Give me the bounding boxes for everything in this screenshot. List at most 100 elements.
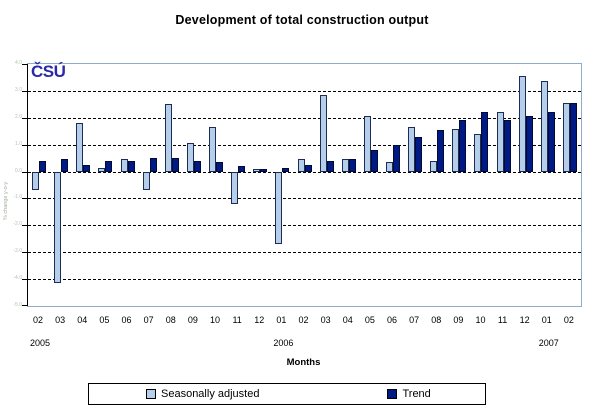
page-title: Development of total construction output xyxy=(175,13,429,27)
x-tick-label: 07 xyxy=(143,315,154,325)
plot-area: ČSÚ xyxy=(22,62,582,307)
bar-trend xyxy=(437,129,445,172)
bar-trend xyxy=(282,167,290,172)
x-tick-label: 02 xyxy=(563,315,574,325)
x-tick-label: 06 xyxy=(386,315,397,325)
y-tick-label: -4.0 xyxy=(13,275,22,282)
bar-seasonally-adjusted xyxy=(540,81,548,172)
x-tick-label: 02 xyxy=(298,315,309,325)
bar-trend xyxy=(260,168,268,172)
y-axis-tick xyxy=(22,198,27,200)
bar-trend xyxy=(238,166,246,172)
x-tick-label: 09 xyxy=(453,315,464,325)
x-tick-label: 05 xyxy=(99,315,110,325)
year-label: 2007 xyxy=(538,338,559,348)
bar-seasonally-adjusted xyxy=(474,133,482,172)
bar-trend xyxy=(547,112,555,172)
bar-seasonally-adjusted xyxy=(76,123,84,172)
bar-trend xyxy=(326,160,334,172)
bar-seasonally-adjusted xyxy=(562,102,570,172)
bar-seasonally-adjusted xyxy=(319,94,327,172)
x-tick-label: 04 xyxy=(342,315,353,325)
y-axis-tick xyxy=(22,117,27,119)
bar-seasonally-adjusted xyxy=(297,159,305,172)
bar-seasonally-adjusted xyxy=(341,159,349,172)
bar-seasonally-adjusted xyxy=(253,168,261,172)
legend-item-trend: Trend xyxy=(387,388,431,400)
y-axis-title: % change y-o-y xyxy=(3,181,9,220)
y-axis-tick xyxy=(22,279,27,281)
bar-trend xyxy=(105,160,113,172)
x-tick-label: 01 xyxy=(276,315,287,325)
bar-trend xyxy=(83,164,91,172)
x-tick-label: 06 xyxy=(121,315,132,325)
gridline xyxy=(28,90,581,92)
gridline xyxy=(28,117,581,119)
bar-trend xyxy=(39,160,47,172)
gridline xyxy=(28,171,581,173)
x-axis-tick-labels: 02 03 04 05 06 07 08 09 10 11 12 01 02 03 04 05 06 07 08 09… xyxy=(27,315,580,327)
year-label: 2005 xyxy=(30,338,51,348)
y-axis-tick xyxy=(22,171,27,173)
y-axis-tick xyxy=(22,90,27,92)
gridline xyxy=(28,279,581,281)
y-axis-line xyxy=(27,64,28,306)
legend-swatch-seasonally-adjusted xyxy=(146,389,156,399)
x-tick-label: 01 xyxy=(541,315,552,325)
y-axis-tick-labels: 4.0 3.0 2.0 1.0 0.0 -1.0 -2.0 -3.0 -4.0 -5.0 xyxy=(2,61,24,308)
bar-seasonally-adjusted xyxy=(518,76,526,172)
bar-trend xyxy=(370,150,378,172)
legend-label-trend: Trend xyxy=(402,388,431,400)
bar-trend xyxy=(127,160,135,172)
y-axis-tick xyxy=(22,252,27,254)
bar-seasonally-adjusted xyxy=(275,171,283,245)
gridline xyxy=(28,225,581,227)
bar-seasonally-adjusted xyxy=(496,112,504,172)
bar-trend xyxy=(348,159,356,172)
x-tick-label: 02 xyxy=(33,315,44,325)
x-tick-label: 10 xyxy=(475,315,486,325)
legend-swatch-trend xyxy=(387,389,398,399)
legend: Seasonally adjusted Trend xyxy=(88,383,486,405)
y-tick-label: -2.0 xyxy=(13,221,22,228)
bar-trend xyxy=(392,144,400,172)
x-tick-label: 10 xyxy=(210,315,221,325)
y-tick-label: 2.0 xyxy=(15,113,22,120)
x-tick-label: 11 xyxy=(232,315,242,325)
year-labels: 2005 2006 2007 xyxy=(27,338,580,350)
bar-seasonally-adjusted xyxy=(98,167,106,172)
gridline xyxy=(28,252,581,254)
gridline xyxy=(28,144,581,146)
y-tick-label: -3.0 xyxy=(13,248,22,255)
gridline xyxy=(28,198,581,200)
bar-seasonally-adjusted xyxy=(32,171,40,191)
x-tick-label: 09 xyxy=(187,315,198,325)
bar-trend xyxy=(149,158,157,172)
y-axis-tick xyxy=(22,144,27,146)
bar-trend xyxy=(171,158,179,172)
bar-seasonally-adjusted xyxy=(209,127,217,172)
bar-seasonally-adjusted xyxy=(164,104,172,172)
bar-seasonally-adjusted xyxy=(120,159,128,172)
csu-logo: ČSÚ xyxy=(31,62,66,81)
bar-seasonally-adjusted xyxy=(385,162,393,172)
x-tick-label: 08 xyxy=(165,315,176,325)
bar-trend xyxy=(193,160,201,172)
bar-seasonally-adjusted xyxy=(430,160,438,172)
x-tick-label: 05 xyxy=(364,315,375,325)
legend-item-seasonally-adjusted: Seasonally adjusted xyxy=(146,388,259,400)
bar-seasonally-adjusted xyxy=(363,116,371,172)
legend-label-seasonally-adjusted: Seasonally adjusted xyxy=(161,388,260,400)
x-tick-label: 03 xyxy=(55,315,66,325)
y-axis-tick xyxy=(22,305,27,306)
bar-seasonally-adjusted xyxy=(452,128,460,172)
bar-trend xyxy=(481,112,489,172)
bar-seasonally-adjusted xyxy=(231,171,239,204)
x-tick-label: 07 xyxy=(409,315,420,325)
y-tick-label: 0.0 xyxy=(15,167,22,174)
year-label: 2006 xyxy=(273,338,294,348)
x-tick-label: 08 xyxy=(431,315,442,325)
x-tick-label: 03 xyxy=(320,315,331,325)
bar-trend xyxy=(304,164,312,172)
